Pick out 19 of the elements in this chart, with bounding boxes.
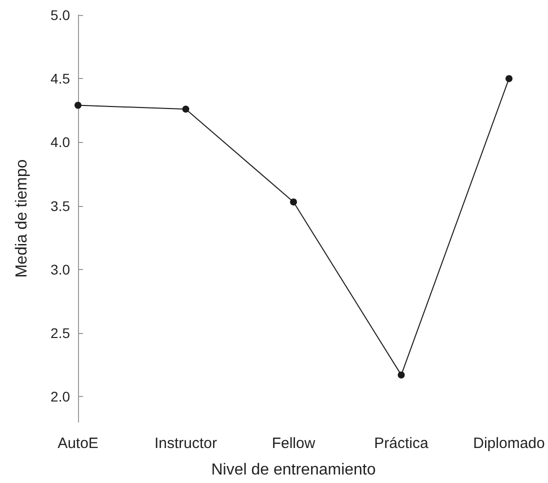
x-axis-title: Nivel de entrenamiento <box>211 462 376 478</box>
point <box>290 198 297 206</box>
x-tick-label: Diplomado <box>473 435 545 452</box>
x-tick-label: AutoE <box>58 435 98 452</box>
x-tick-label: Práctica <box>374 435 429 452</box>
y-tick-label: 2.0 <box>50 388 70 405</box>
x-tick-label: Fellow <box>272 435 316 452</box>
point <box>182 106 190 113</box>
y-tick-label: 3.0 <box>50 261 70 278</box>
y-axis-title: Media de tiempo <box>14 159 30 278</box>
y-tick-label: 4.5 <box>50 70 70 87</box>
point <box>398 371 405 378</box>
y-tick-label: 3.5 <box>50 198 70 214</box>
point <box>74 102 82 109</box>
point <box>506 75 512 82</box>
y-tick-label: 5.0 <box>50 7 70 23</box>
y-tick-label: 2.5 <box>50 324 70 341</box>
x-tick-label: Instructor <box>154 435 218 452</box>
y-tick-label: 4.0 <box>50 134 70 150</box>
